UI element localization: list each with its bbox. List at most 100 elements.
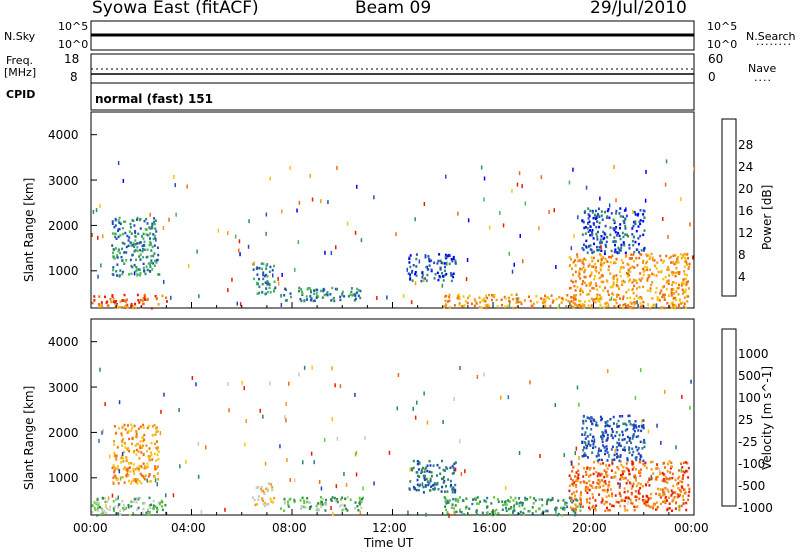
velocity-echo-4	[443, 480, 446, 483]
power-echo-7	[632, 224, 635, 228]
velocity-echo-4	[416, 483, 419, 486]
velocity-echo-6	[597, 482, 600, 486]
power-echo-6	[665, 254, 668, 258]
velocity-marks	[91, 365, 692, 518]
velocity-scatter	[448, 513, 450, 518]
velocity-echo-5	[579, 505, 582, 508]
power-scatter	[280, 303, 283, 307]
velocity-echo-7	[597, 449, 600, 453]
power-echo-6	[578, 270, 581, 273]
velocity-echo-4	[433, 483, 436, 487]
power-echo-1	[118, 221, 121, 224]
velocity-echo-1	[128, 466, 131, 469]
power-echo-4	[415, 265, 418, 268]
velocity-scatter	[664, 389, 666, 394]
power-echo-7	[581, 219, 584, 222]
velocity-echo-5	[465, 497, 468, 500]
velocity-echo-1	[123, 466, 126, 469]
velocity-echo-1	[115, 454, 118, 458]
velocity-echo-6	[610, 469, 613, 472]
velocity-echo-3	[308, 506, 311, 509]
velocity-echo-5	[518, 501, 521, 505]
power-cbar-tick-20: 20	[738, 182, 754, 196]
velocity-echo-6	[631, 463, 634, 466]
power-echo-4	[427, 268, 430, 271]
power-echo-5	[562, 298, 565, 301]
velocity-echo-6	[618, 486, 621, 489]
velocity-scatter	[104, 402, 106, 407]
velocity-echo-4	[413, 487, 416, 491]
velocity-echo-1	[155, 426, 158, 429]
power-echo-1	[145, 233, 148, 236]
power-echo-6	[612, 283, 615, 287]
velocity-echo-6	[605, 464, 608, 467]
power-echo-5	[463, 304, 466, 307]
power-echo-2	[266, 263, 268, 267]
power-echo-6	[603, 306, 606, 309]
velocity-echo-3	[283, 497, 286, 501]
velocity-echo-6	[579, 498, 582, 501]
velocity-echo-6	[571, 479, 574, 482]
velocity-scatter	[354, 452, 357, 457]
power-echo-6	[660, 270, 663, 273]
power-echo-6	[590, 281, 593, 284]
power-echo-6	[645, 261, 648, 265]
velocity-echo-7	[586, 435, 589, 438]
power-echo-6	[620, 265, 623, 269]
power-scatter	[499, 210, 501, 215]
velocity-scatter	[650, 474, 652, 479]
power-echo-5	[485, 306, 488, 310]
power-cbar-tick-4: 4	[738, 270, 746, 284]
power-echo-6	[595, 297, 598, 301]
power-echo-1	[144, 272, 147, 276]
cpid-frame	[90, 82, 695, 111]
power-echo-4	[409, 254, 412, 257]
power-echo-6	[656, 261, 659, 264]
power-echo-1	[149, 265, 152, 268]
power-echo-6	[646, 277, 649, 280]
velocity-echo-7	[621, 430, 624, 434]
power-echo-3	[306, 298, 308, 301]
velocity-echo-0	[106, 500, 109, 504]
velocity-echo-5	[532, 502, 535, 505]
power-echo-5	[570, 300, 573, 303]
power-echo-6	[677, 305, 680, 309]
velocity-scatter	[614, 448, 617, 453]
power-scatter	[311, 197, 314, 202]
power-echo-3	[312, 299, 315, 303]
power-echo-1	[139, 248, 142, 252]
power-echo-1	[112, 268, 115, 272]
velocity-echo-1	[157, 450, 160, 454]
power-echo-7	[590, 248, 593, 252]
velocity-echo-7	[621, 438, 624, 442]
power-echo-4	[433, 261, 436, 265]
power-echo-3	[313, 292, 316, 296]
velocity-echo-1	[135, 448, 138, 452]
velocity-echo-6	[605, 500, 608, 504]
velocity-echo-6	[682, 461, 685, 465]
velocity-echo-5	[452, 497, 455, 501]
velocity-echo-2	[255, 486, 258, 490]
velocity-echo-3	[283, 500, 286, 503]
power-echo-4	[452, 275, 455, 279]
velocity-echo-4	[418, 484, 421, 488]
power-echo-4	[452, 257, 455, 260]
power-scatter	[227, 288, 229, 293]
power-echo-6	[668, 256, 671, 260]
power-echo-7	[593, 223, 596, 226]
power-echo-4	[441, 261, 444, 265]
velocity-echo-3	[358, 501, 361, 505]
velocity-echo-6	[598, 480, 601, 484]
velocity-echo-2	[265, 503, 268, 506]
velocity-echo-3	[301, 506, 304, 509]
velocity-echo-4	[415, 488, 418, 492]
power-echo-6	[645, 253, 648, 256]
velocity-echo-2	[260, 485, 263, 489]
power-echo-6	[607, 293, 610, 296]
velocity-echo-6	[568, 489, 571, 493]
power-echo-6	[667, 282, 670, 285]
power-echo-6	[680, 302, 683, 305]
power-echo-4	[427, 255, 430, 258]
velocity-echo-7	[599, 415, 602, 419]
velocity-echo-5	[443, 496, 446, 499]
